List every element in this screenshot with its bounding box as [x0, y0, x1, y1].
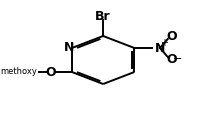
Text: O: O — [166, 30, 177, 43]
Text: methoxy: methoxy — [0, 67, 37, 77]
Text: Br: Br — [95, 10, 111, 23]
Text: N: N — [64, 41, 74, 54]
Text: N: N — [155, 42, 165, 54]
Text: O: O — [46, 66, 57, 78]
Text: −: − — [173, 54, 182, 64]
Text: O: O — [166, 53, 177, 66]
Text: +: + — [161, 38, 169, 48]
